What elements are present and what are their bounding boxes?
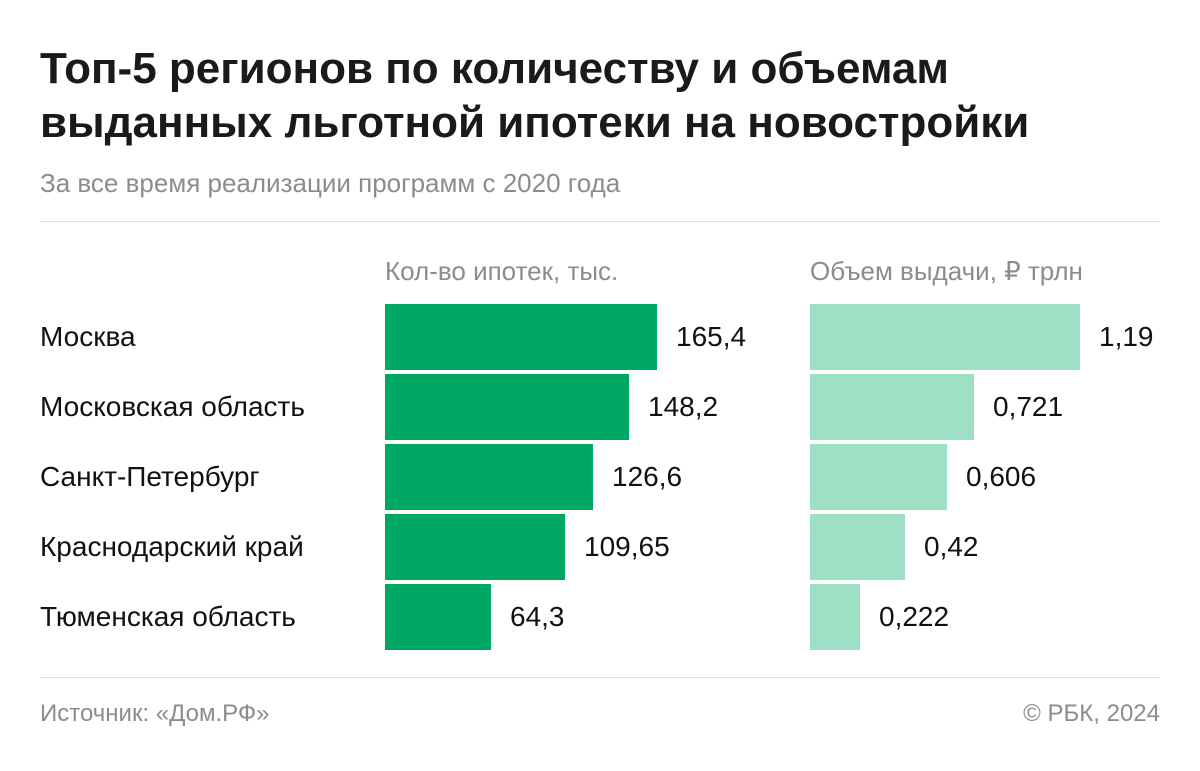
volume-value-label: 0,42: [924, 531, 979, 562]
volume-bar: [810, 584, 860, 650]
region-label: Санкт-Петербург: [40, 461, 260, 492]
volume-bar: [810, 444, 947, 510]
region-label: Москва: [40, 321, 136, 352]
region-label: Московская область: [40, 391, 305, 422]
volume-value-label: 0,721: [993, 391, 1064, 422]
top-divider: [40, 221, 1160, 222]
copyright: © РБК, 2024: [1023, 700, 1160, 727]
region-label: Тюменская область: [40, 601, 296, 632]
count-bar: [385, 444, 593, 510]
count-value-label: 148,2: [648, 391, 719, 422]
volume-value-label: 0,606: [966, 461, 1037, 492]
volume-bar: [810, 304, 1080, 370]
chart-subtitle: За все время реализации программ с 2020 …: [40, 168, 621, 198]
count-bar: [385, 584, 491, 650]
volume-column-header: Объем выдачи, ₽ трлн: [810, 256, 1083, 286]
count-value-label: 64,3: [510, 601, 565, 632]
volume-value-label: 0,222: [879, 601, 950, 632]
count-value-label: 109,65: [584, 531, 670, 562]
volume-bar: [810, 514, 905, 580]
chart-title: Топ-5 регионов по количеству и объемам в…: [40, 44, 1030, 147]
bottom-divider: [40, 677, 1160, 678]
count-column-header: Кол-во ипотек, тыс.: [385, 256, 619, 286]
count-value-label: 126,6: [612, 461, 683, 492]
count-bar: [385, 304, 657, 370]
source-note: Источник: «Дом.РФ»: [40, 700, 270, 727]
count-value-label: 165,4: [676, 321, 747, 352]
volume-bar: [810, 374, 974, 440]
region-label: Краснодарский край: [40, 531, 304, 562]
count-bar: [385, 514, 565, 580]
volume-value-label: 1,19: [1099, 321, 1154, 352]
count-bar: [385, 374, 629, 440]
